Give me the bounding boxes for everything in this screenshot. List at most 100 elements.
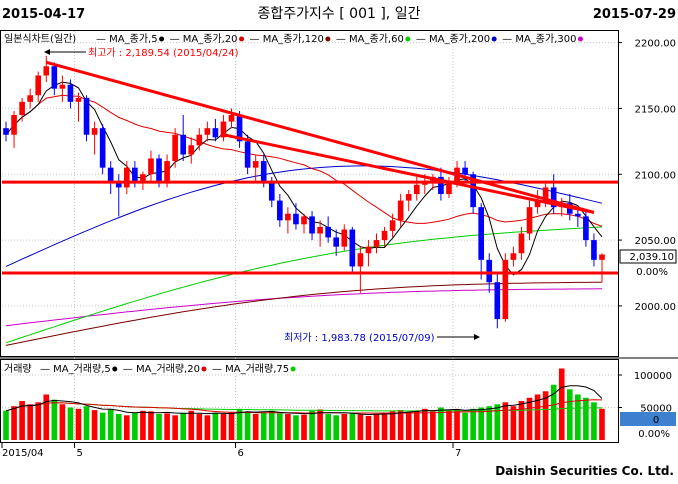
volume-bar (188, 410, 195, 440)
volume-bar (309, 410, 315, 440)
candle-body (301, 216, 307, 225)
volume-bar (550, 384, 557, 440)
volume-bar (67, 407, 74, 440)
candle-body (575, 213, 581, 217)
legend-entry: — MA_종가,60 (336, 33, 404, 45)
candle-body (309, 216, 315, 234)
candle-body (35, 75, 42, 96)
legend-entry: — MA_종가,5 (96, 33, 158, 45)
candle-body (43, 66, 50, 76)
volume-bar (59, 404, 66, 440)
candle-body (325, 226, 331, 238)
volume-bar (389, 411, 396, 440)
legend-swatch (201, 366, 207, 372)
candle-body (365, 246, 372, 254)
candle-body (526, 207, 533, 234)
trendline (45, 60, 595, 214)
candle-body (260, 161, 267, 181)
candle-body (228, 115, 235, 122)
x-tick-label: 5 (76, 448, 82, 459)
candle-body (542, 187, 549, 201)
volume-tick-label: 100000 (634, 371, 672, 382)
last-volume-change: 0.00% (638, 429, 670, 440)
legend-swatch (491, 36, 497, 42)
candle-body (494, 282, 501, 320)
volume-bar (591, 402, 597, 440)
candle-body (164, 161, 170, 181)
candle-body (19, 101, 25, 115)
volume-bar (83, 406, 90, 440)
volume-bar (341, 414, 348, 440)
candle-body (91, 128, 98, 135)
candle-body (470, 174, 476, 208)
volume-bar (317, 409, 323, 440)
high-annotation: 최고가 : 2,189.54 (2015/04/24) (44, 47, 239, 59)
candle-body (405, 194, 412, 201)
legend-swatch (290, 366, 296, 372)
candle-body (486, 259, 493, 283)
candle-body (252, 161, 259, 168)
price-tick-label: 2050.00 (635, 236, 676, 247)
candle-body (123, 167, 130, 188)
legend-entry: — MA_종가,300 (502, 33, 576, 45)
volume-bar (462, 412, 468, 440)
volume-bar (494, 404, 501, 440)
volume-legend: 거래량 — MA_거래량,5 — MA_거래량,20 — MA_거래량,75 (4, 363, 296, 375)
candle-body (438, 176, 444, 194)
volume-bar (502, 402, 509, 440)
candle-body (510, 253, 517, 260)
high-annotation-text: 최고가 : 2,189.54 (2015/04/24) (88, 47, 239, 59)
candle-body (534, 200, 541, 208)
legend-entry: — MA_종가,20 (170, 33, 238, 45)
last-price-change: 0.00% (636, 267, 668, 278)
volume-bar (333, 415, 340, 440)
volume-bar (405, 412, 412, 440)
candle-body (75, 97, 82, 102)
candle-body (550, 187, 557, 208)
volume-bar (373, 414, 380, 440)
volume-bar (212, 412, 219, 440)
volume-bar (27, 404, 33, 440)
candle-body (349, 229, 356, 267)
brand-label: Daishin Securities Co. Ltd. (495, 464, 674, 478)
volume-bar (115, 414, 122, 440)
volume-bar (204, 415, 211, 440)
volume-bar (518, 401, 525, 440)
candle-body (67, 84, 74, 102)
x-tick-label: 6 (238, 448, 244, 459)
candle-body (132, 167, 138, 181)
ma60-line (5, 226, 603, 344)
legend-swatch (159, 36, 165, 42)
candle-body (413, 184, 420, 194)
candle-body (389, 220, 396, 231)
candle-body (148, 158, 154, 175)
volume-bar (99, 412, 106, 440)
candle-body (115, 180, 122, 188)
volume-bar (510, 406, 517, 440)
candle-body (236, 115, 243, 142)
price-legend-title: 일본식차트(일간) (4, 33, 76, 45)
legend-entry: — MA_거래량,20 (123, 363, 200, 375)
candle-body (220, 121, 227, 138)
volume-bar (349, 412, 356, 440)
volume-bar (236, 408, 243, 440)
candle-body (397, 200, 404, 221)
volume-bar (285, 414, 291, 440)
volume-bar (35, 402, 42, 440)
volume-bar (397, 410, 404, 440)
candle-body (83, 97, 90, 135)
price-y-axis: 2000.00 2050.00 2100.00 2150.00 2200.00 (618, 39, 676, 313)
volume-bar (260, 412, 267, 440)
legend-entry: — MA_종가,200 (416, 33, 490, 45)
volume-bar (156, 414, 162, 440)
volume-bar (486, 406, 493, 440)
volume-tick-label: 50000 (640, 404, 672, 415)
candle-body (51, 66, 58, 89)
candle-body (204, 128, 211, 135)
volume-bar (526, 397, 533, 440)
volume-bar (365, 415, 372, 440)
end-date: 2015-07-29 (593, 7, 676, 22)
candle-body (478, 207, 485, 260)
trendline (223, 133, 595, 214)
